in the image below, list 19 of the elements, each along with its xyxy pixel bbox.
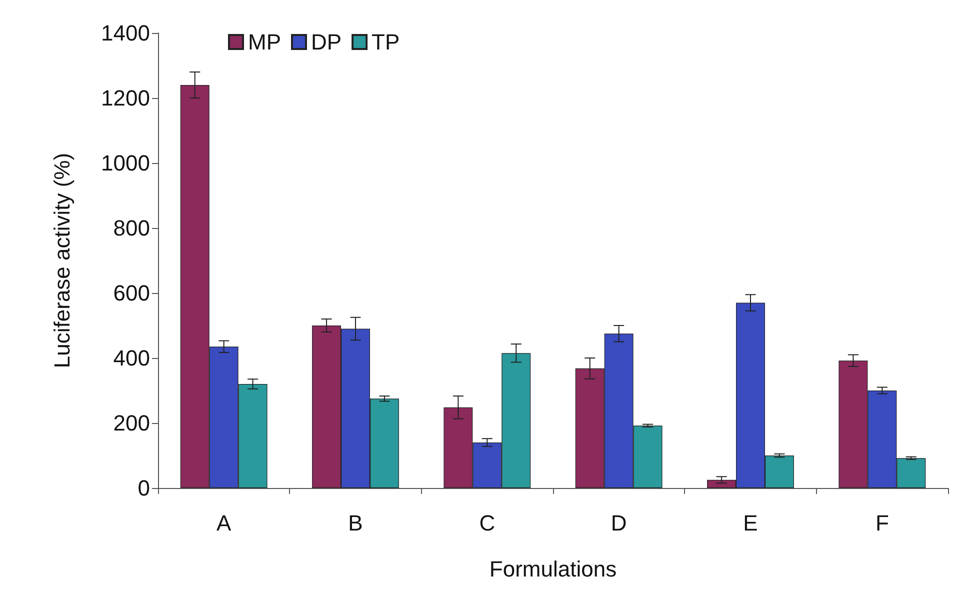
y-tick-label: 400 [113, 346, 150, 370]
legend-label: TP [372, 30, 400, 54]
x-tick-label: E [743, 510, 758, 536]
x-tick-label: A [216, 510, 232, 536]
x-tick-label: D [610, 510, 627, 536]
y-tick-label: 200 [113, 410, 150, 436]
x-tick-label: B [348, 510, 363, 536]
y-tick-label: 0 [138, 476, 150, 500]
y-tick-label: 1400 [101, 20, 150, 46]
y-tick-label: 600 [113, 280, 150, 306]
y-axis-title: Luciferase activity (%) [50, 152, 74, 368]
x-axis-title: Formulations [489, 556, 617, 582]
legend-label: MP [248, 30, 281, 54]
y-tick-label: 1000 [101, 150, 150, 176]
x-tick-label: F [875, 510, 889, 536]
x-tick-label: C [479, 510, 496, 536]
y-tick-label: 800 [113, 216, 150, 240]
legend-label: DP [311, 30, 342, 54]
y-tick-label: 1200 [101, 86, 150, 110]
